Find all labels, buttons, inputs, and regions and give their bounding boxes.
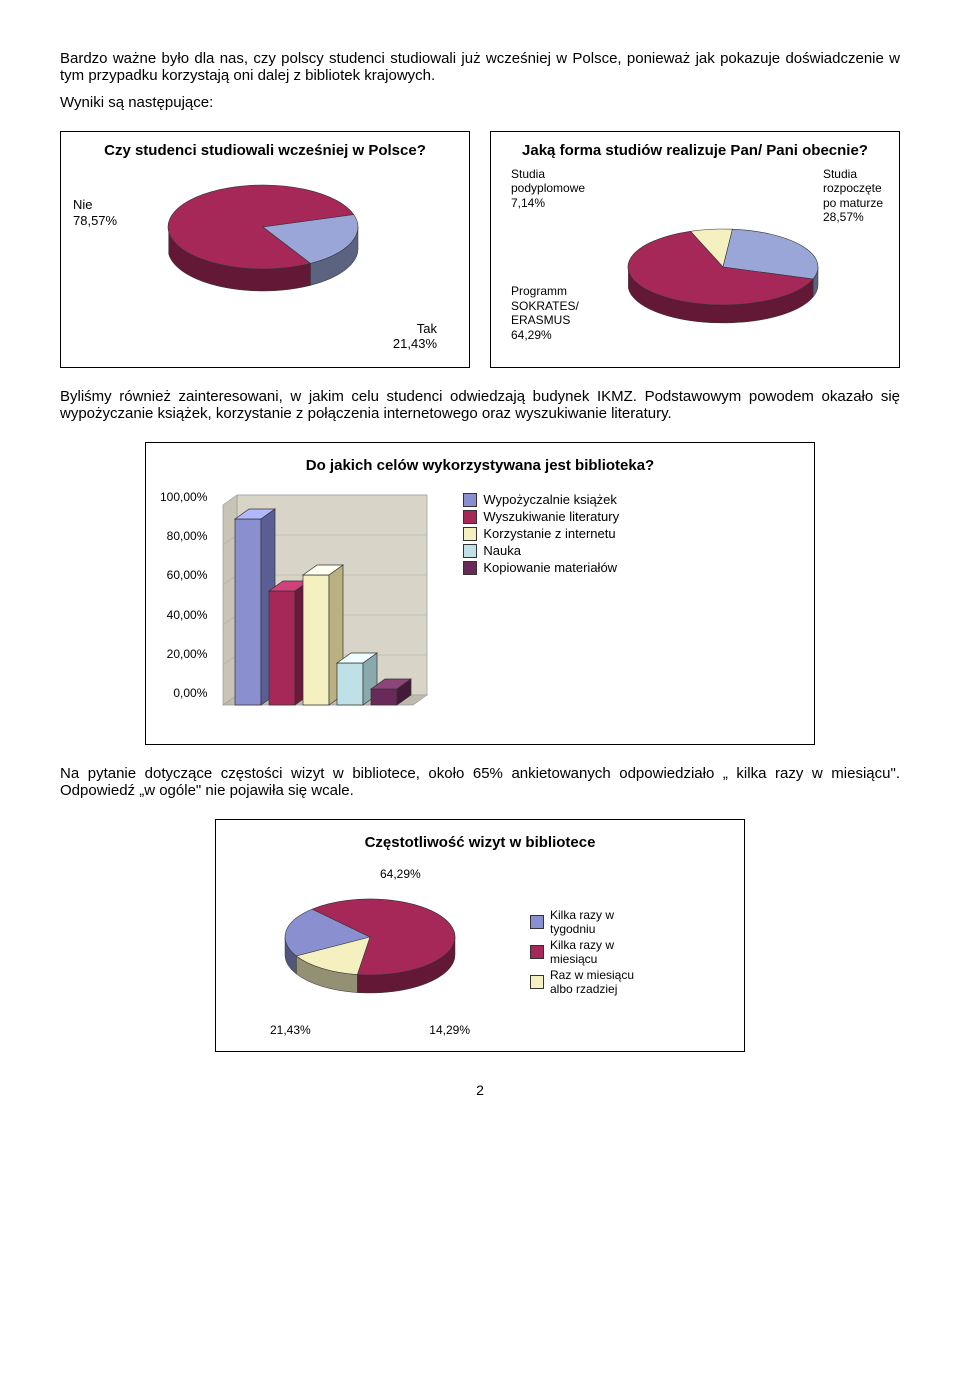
legend-swatch — [463, 527, 477, 541]
legend-item: Kilka razy w miesiącu — [530, 938, 660, 966]
legend-label: Raz w miesiącu albo rzadziej — [550, 968, 660, 996]
chart2-label-2: Studiarozpoczętepo maturze28,57% — [823, 167, 883, 225]
chart2-area: Studiapodyplomowe7,14% Studiarozpoczętep… — [503, 167, 887, 357]
ytick: 100,00% — [160, 490, 207, 529]
legend-item: Wypożyczalnie książek — [463, 492, 619, 507]
intro-p1: Bardzo ważne było dla nas, czy polscy st… — [60, 50, 900, 84]
chart2-label-3: ProgrammSOKRATES/ERASMUS64,29% — [511, 284, 579, 342]
chart4-svg — [270, 887, 470, 1017]
legend-label: Wypożyczalnie książek — [483, 492, 617, 507]
chart2-box: Jaką forma studiów realizuje Pan/ Pani o… — [490, 131, 900, 368]
chart3-wrap: 100,00%80,00%60,00%40,00%20,00%0,00% Wyp… — [160, 490, 800, 730]
legend-label: Kopiowanie materiałów — [483, 560, 617, 575]
legend-swatch — [463, 510, 477, 524]
legend-item: Kilka razy w tygodniu — [530, 908, 660, 936]
legend-label: Wyszukiwanie literatury — [483, 509, 619, 524]
page-number: 2 — [60, 1082, 900, 1098]
chart3-box: Do jakich celów wykorzystywana jest bibl… — [145, 442, 815, 745]
legend-swatch — [530, 975, 544, 989]
chart4-area: 64,29% 21,43% 14,29% — [230, 867, 510, 1037]
chart4-title: Częstotliwość wizyt w bibliotece — [230, 834, 730, 851]
legend-swatch — [463, 561, 477, 575]
legend-swatch — [463, 544, 477, 558]
chart3-svg — [213, 490, 443, 730]
chart1-svg — [153, 167, 373, 327]
chart1-area: Nie78,57% Tak21,43% — [73, 167, 457, 357]
chart2-title: Jaką forma studiów realizuje Pan/ Pani o… — [503, 142, 887, 159]
legend-label: Kilka razy w tygodniu — [550, 908, 660, 936]
legend-item: Korzystanie z internetu — [463, 526, 619, 541]
ytick: 60,00% — [160, 568, 207, 607]
chart2-label-1: Studiapodyplomowe7,14% — [511, 167, 585, 210]
chart3-legend: Wypożyczalnie książek Wyszukiwanie litera… — [463, 490, 619, 577]
ytick: 20,00% — [160, 647, 207, 686]
chart1-title: Czy studenci studiowali wcześniej w Pols… — [73, 142, 457, 159]
chart3-yticks: 100,00%80,00%60,00%40,00%20,00%0,00% — [160, 490, 213, 700]
legend-label: Korzystanie z internetu — [483, 526, 615, 541]
chart1-box: Czy studenci studiowali wcześniej w Pols… — [60, 131, 470, 368]
after-p1: Na pytanie dotyczące częstości wizyt w b… — [60, 765, 900, 799]
chart1-label-nie: Nie78,57% — [73, 197, 117, 228]
legend-item: Wyszukiwanie literatury — [463, 509, 619, 524]
legend-item: Kopiowanie materiałów — [463, 560, 619, 575]
chart2-svg — [613, 217, 833, 347]
ytick: 40,00% — [160, 608, 207, 647]
chart4-pct-2: 21,43% — [270, 1023, 311, 1037]
legend-swatch — [530, 915, 544, 929]
legend-label: Nauka — [483, 543, 521, 558]
ytick: 0,00% — [160, 686, 207, 700]
chart4-pct-1: 64,29% — [380, 867, 421, 881]
chart4-pct-3: 14,29% — [429, 1023, 470, 1037]
mid-p1: Byliśmy również zainteresowani, w jakim … — [60, 388, 900, 422]
legend-item: Raz w miesiącu albo rzadziej — [530, 968, 660, 996]
chart4-wrap: 64,29% 21,43% 14,29% Kilka razy w tygodn… — [230, 867, 730, 1037]
chart4-box: Częstotliwość wizyt w bibliotece 64,29% … — [215, 819, 745, 1052]
ytick: 80,00% — [160, 529, 207, 568]
intro-p2: Wyniki są następujące: — [60, 94, 900, 111]
legend-swatch — [530, 945, 544, 959]
legend-item: Nauka — [463, 543, 619, 558]
chart4-legend: Kilka razy w tygodniuKilka razy w miesią… — [530, 906, 660, 998]
legend-label: Kilka razy w miesiącu — [550, 938, 660, 966]
chart-row-1: Czy studenci studiowali wcześniej w Pols… — [60, 131, 900, 368]
chart3-title: Do jakich celów wykorzystywana jest bibl… — [160, 457, 800, 474]
chart1-label-tak: Tak21,43% — [393, 321, 437, 352]
legend-swatch — [463, 493, 477, 507]
